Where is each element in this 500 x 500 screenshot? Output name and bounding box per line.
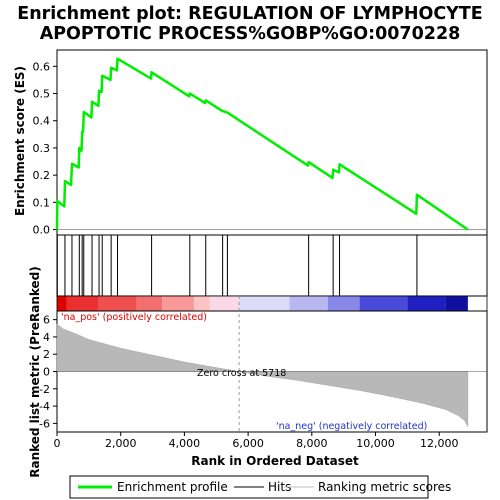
chart-title-line2: APOPTOTIC PROCESS%GOBP%GO:0070228	[40, 24, 461, 44]
color-bar-segment	[209, 296, 240, 311]
color-bar-segment	[445, 296, 468, 311]
metric-y-tick-label: -2	[39, 383, 50, 396]
legend-label-enrichment: Enrichment profile	[117, 480, 228, 494]
es-y-tick-label: 0.2	[33, 169, 51, 182]
x-tick-label: 8,000	[296, 437, 328, 450]
ranking-metric-area	[56, 323, 469, 427]
es-y-tick-label: 0.0	[33, 224, 51, 237]
es-y-tick-label: 0.5	[33, 88, 51, 101]
x-tick-label: 2,000	[105, 437, 137, 450]
negative-correlation-label: 'na_neg' (negatively correlated)	[276, 421, 427, 432]
metric-panel: -6 -4 -2 0 2 4 6 0 2,000 4,000 6,000 8,000 10,000 12,…	[39, 296, 488, 450]
metric-y-tick-label: 4	[43, 331, 50, 344]
positive-correlation-label: 'na_pos' (positively correlated)	[61, 312, 207, 323]
metric-y-tick-label: -4	[39, 400, 50, 413]
legend: Enrichment profile Hits Ranking metric s…	[69, 475, 451, 499]
es-y-tick-label: 0.6	[33, 60, 51, 73]
color-bar-segment	[193, 296, 210, 311]
color-bar-segment	[289, 296, 328, 311]
metric-y-tick-label: 0	[43, 366, 50, 379]
x-tick-label: 12,000	[420, 437, 459, 450]
metric-y-tick-label: -6	[39, 417, 50, 430]
color-bar-segment	[239, 296, 290, 311]
color-bar-segment	[136, 296, 163, 311]
legend-label-metric: Ranking metric scores	[318, 480, 451, 494]
color-bar-segment	[407, 296, 446, 311]
hits-frame	[56, 234, 488, 297]
x-tick-label: 10,000	[356, 437, 395, 450]
x-axis-label: Rank in Ordered Dataset	[191, 454, 359, 468]
es-panel: 0.0 0.1 0.2 0.3 0.4 0.5 0.6	[33, 49, 488, 237]
color-bar-segment	[327, 296, 360, 311]
x-tick-label: 0	[54, 437, 61, 450]
color-bar-segment	[57, 296, 67, 311]
hits-panel	[56, 234, 488, 297]
metric-y-tick-label: 6	[43, 314, 50, 327]
metric-y-tick-label: 2	[43, 348, 50, 361]
es-y-tick-label: 0.4	[33, 115, 51, 128]
zero-cross-label: Zero cross at 5718	[197, 368, 286, 379]
color-bar-segment	[359, 296, 408, 311]
metric-y-axis-label: Ranked list metric (PreRanked)	[28, 266, 42, 478]
chart-title-line1: Enrichment plot: REGULATION OF LYMPHOCYT…	[17, 4, 483, 24]
color-bar-segment	[66, 296, 99, 311]
es-y-tick-label: 0.3	[33, 142, 51, 155]
x-tick-label: 4,000	[169, 437, 201, 450]
color-bar-segment	[162, 296, 194, 311]
es-y-tick-label: 0.1	[33, 196, 51, 209]
x-tick-label: 6,000	[232, 437, 264, 450]
legend-label-hits: Hits	[268, 480, 291, 494]
ranking-color-bar	[56, 295, 488, 312]
enrichment-profile-line	[55, 57, 469, 231]
es-y-axis-label: Enrichment score (ES)	[13, 66, 27, 216]
color-bar-segment	[98, 296, 137, 311]
